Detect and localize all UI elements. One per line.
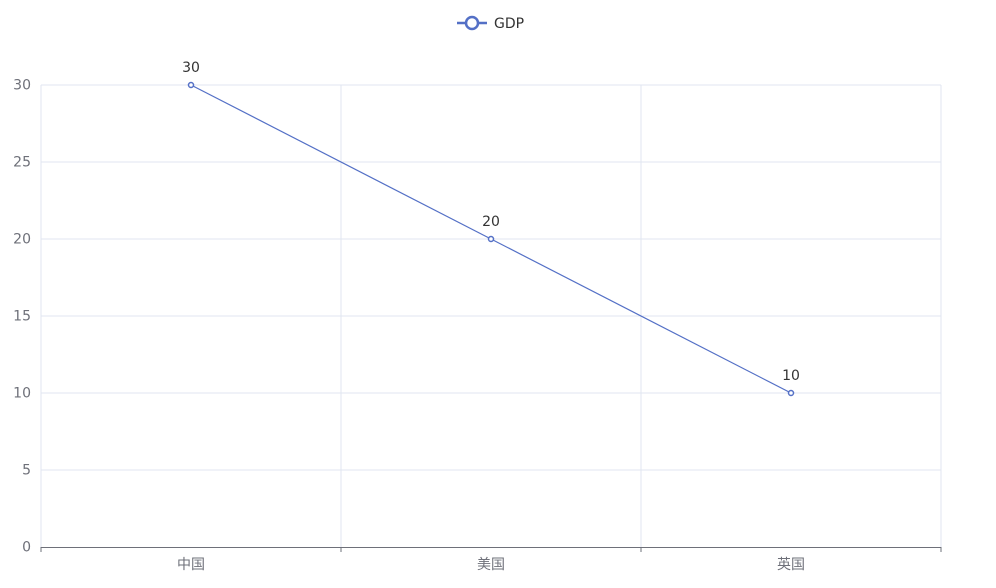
series-layer bbox=[187, 81, 795, 397]
y-tick-label: 5 bbox=[22, 463, 31, 479]
data-point[interactable] bbox=[487, 235, 495, 243]
x-tick-label: 美国 bbox=[477, 557, 505, 573]
x-tick-label: 英国 bbox=[777, 556, 805, 573]
data-label: 30 bbox=[182, 60, 200, 76]
data-label: 10 bbox=[782, 368, 800, 384]
data-labels: 30 20 10 bbox=[182, 60, 800, 384]
legend-circle-icon bbox=[464, 15, 480, 31]
y-tick-label: 20 bbox=[13, 232, 31, 248]
data-label: 20 bbox=[482, 214, 500, 230]
y-tick-label: 0 bbox=[22, 540, 31, 556]
data-point[interactable] bbox=[787, 389, 795, 397]
x-tick-label: 中国 bbox=[177, 557, 205, 573]
legend[interactable]: GDP bbox=[457, 15, 524, 32]
y-tick-label: 25 bbox=[13, 155, 31, 171]
y-tick-label: 30 bbox=[13, 78, 31, 94]
axes: 0 5 10 15 20 25 30 中国 美国 英国 bbox=[13, 78, 942, 573]
grid bbox=[40, 84, 942, 547]
data-point[interactable] bbox=[187, 81, 195, 89]
legend-label: GDP bbox=[494, 16, 524, 32]
y-tick-label: 10 bbox=[13, 386, 31, 402]
y-tick-label: 15 bbox=[13, 309, 31, 325]
